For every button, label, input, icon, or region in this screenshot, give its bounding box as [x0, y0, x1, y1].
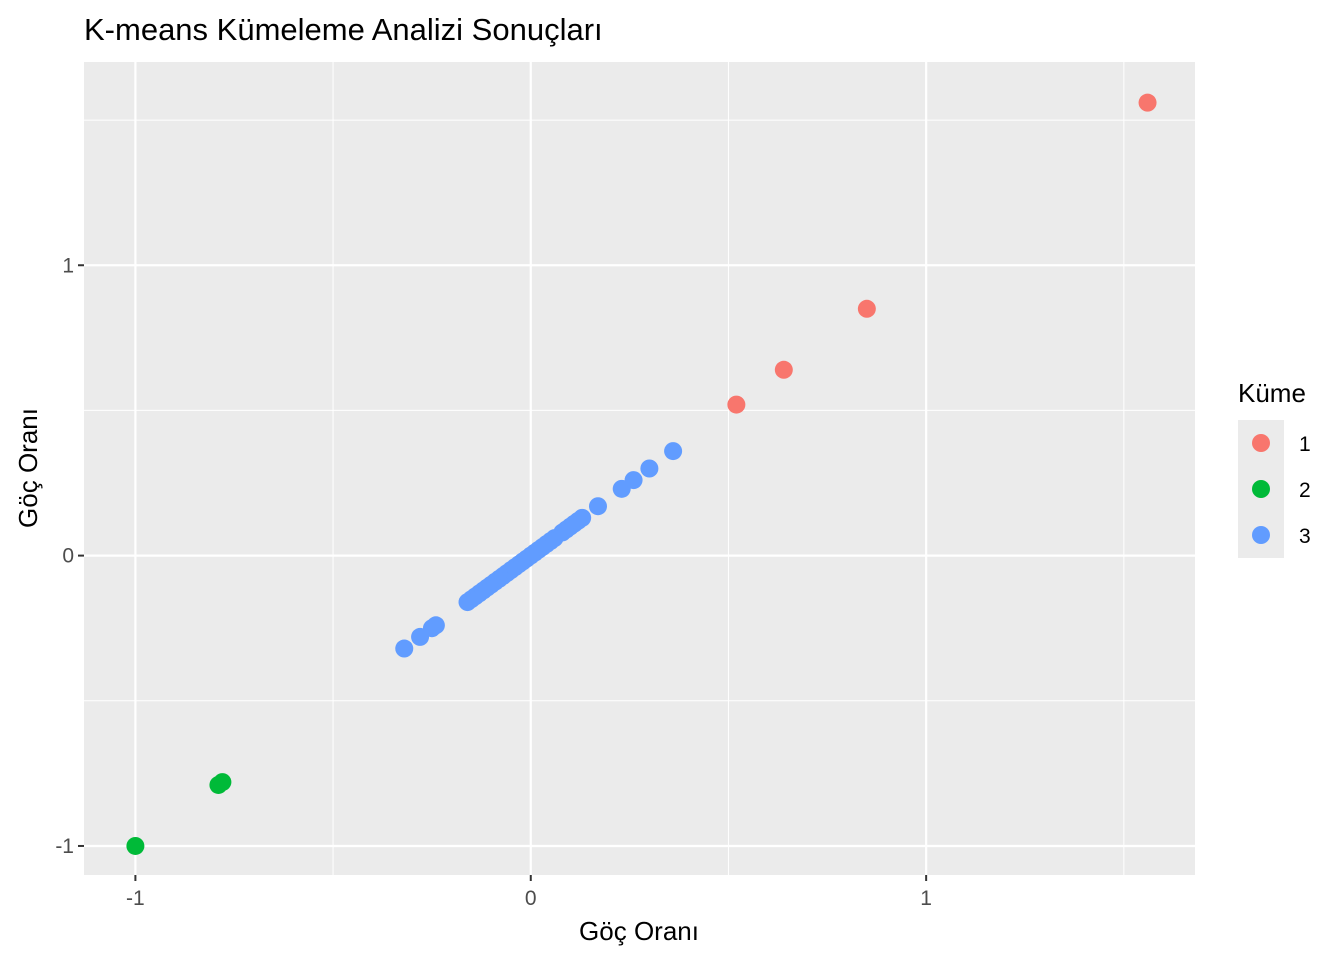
data-point-cluster-3: [640, 459, 659, 478]
legend-key-1: [1252, 434, 1270, 452]
y-tick-label: 0: [62, 545, 74, 568]
legend-label-3: 3: [1299, 525, 1311, 548]
data-point-cluster-3: [664, 442, 683, 461]
legend-title: Küme: [1238, 378, 1306, 408]
legend-label-1: 1: [1299, 433, 1311, 456]
legend-key-3: [1252, 526, 1270, 544]
plot-panel: [84, 62, 1195, 875]
x-tick-label: 0: [525, 887, 537, 910]
legend: Küme 1 2 3: [1238, 378, 1311, 558]
legend-key-2: [1252, 480, 1270, 498]
chart-title: K-means Kümeleme Analizi Sonuçları: [84, 12, 603, 47]
y-tick-label: -1: [55, 835, 74, 858]
y-tick-label: 1: [62, 254, 74, 277]
y-axis-title: Göç Oranı: [13, 408, 43, 528]
x-axis-title: Göç Oranı: [579, 916, 699, 946]
data-point-cluster-3: [573, 508, 592, 527]
axis-tick-labels: -1 0 1 -1 0 1: [55, 254, 932, 910]
data-point-cluster-1: [857, 299, 876, 318]
data-point-cluster-3: [624, 471, 643, 490]
legend-keys: 1 2 3: [1238, 420, 1311, 558]
data-point-cluster-1: [727, 395, 746, 414]
data-points: [126, 93, 1157, 855]
data-point-cluster-3: [426, 616, 445, 635]
data-point-cluster-2: [126, 836, 145, 855]
x-tick-label: -1: [126, 887, 145, 910]
data-point-cluster-1: [1138, 93, 1157, 112]
data-point-cluster-1: [774, 360, 793, 379]
axis-ticks: [78, 264, 928, 881]
x-tick-label: 1: [920, 887, 932, 910]
data-point-cluster-2: [209, 775, 228, 794]
data-point-cluster-3: [395, 639, 414, 658]
grid-lines: [84, 62, 1195, 875]
legend-label-2: 2: [1299, 479, 1311, 502]
data-point-cluster-3: [588, 497, 607, 516]
